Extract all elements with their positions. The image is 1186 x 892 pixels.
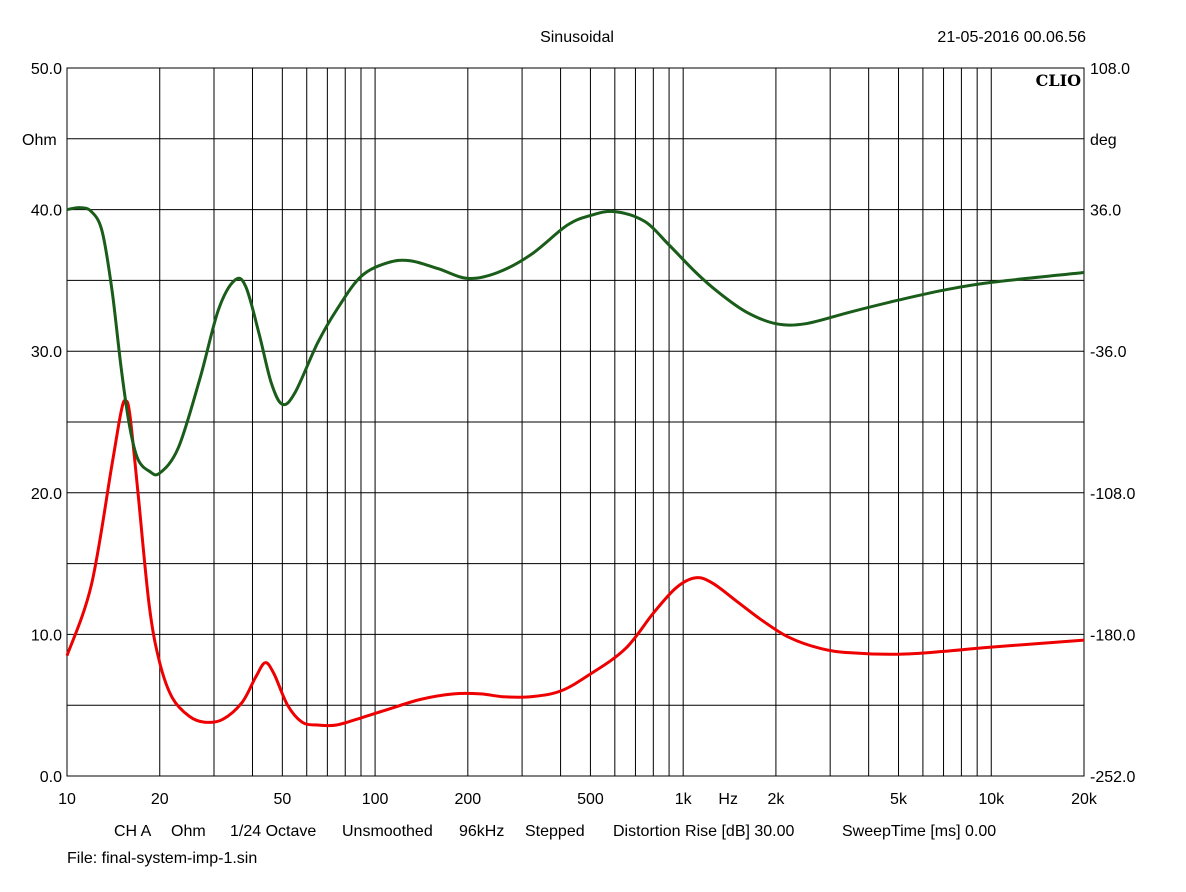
settings-item: Distortion Rise [dB] 30.00 [613,823,795,840]
y-right-tick-label: -36.0 [1090,344,1127,361]
y-left-tick-label: 40.0 [31,203,62,220]
chart-title: Sinusoidal [540,29,614,46]
y-right-tick-label: -252.0 [1090,769,1135,786]
y-right-unit-label: deg [1090,132,1117,149]
file-name: File: final-system-imp-1.sin [67,850,258,867]
y-left-tick-label: 0.0 [40,769,62,786]
timestamp: 21-05-2016 00.06.56 [937,29,1086,46]
x-tick-label: 20 [151,791,169,808]
settings-item: 1/24 Octave [230,823,316,840]
clio-logo: CLIO [1036,71,1081,90]
impedance-line [65,399,1085,728]
settings-item: CH A [114,823,152,840]
y-left-tick-label: 20.0 [31,486,62,503]
x-tick-label: 10k [978,791,1005,808]
settings-item: Ohm [171,823,206,840]
settings-item: SweepTime [ms] 0.00 [842,823,996,840]
y-left-tick-label: 50.0 [31,61,62,78]
x-tick-label: 5k [890,791,908,808]
y-right-tick-label: -180.0 [1090,627,1135,644]
y-left-tick-label: 30.0 [31,344,62,361]
y-left-unit-label: Ohm [22,132,57,149]
y-right-tick-label: 36.0 [1090,203,1121,220]
x-tick-label: 100 [362,791,389,808]
x-tick-label: 2k [767,791,785,808]
x-tick-label: 200 [454,791,481,808]
plot-frame [66,67,1085,777]
settings-item: Stepped [525,823,585,840]
x-tick-label: 500 [577,791,604,808]
horizontal-gridlines [67,138,1084,706]
x-tick-label: 50 [273,791,291,808]
phase-line [66,206,1085,477]
axis-labels: 10 20 50 100 200 500 1k 2k 5k 10k 20k Hz 0.0 10.0 20.0… [22,61,1135,840]
settings-item: Unsmoothed [342,823,433,840]
x-tick-label: 20k [1071,791,1098,808]
y-right-tick-label: -108.0 [1090,486,1135,503]
x-axis-label: Hz [718,791,738,808]
x-tick-label: 1k [675,791,693,808]
series-lines [65,206,1085,728]
x-tick-label: 10 [58,791,76,808]
settings-item: 96kHz [459,823,504,840]
y-left-tick-label: 10.0 [31,627,62,644]
y-right-tick-label: 108.0 [1090,61,1130,78]
